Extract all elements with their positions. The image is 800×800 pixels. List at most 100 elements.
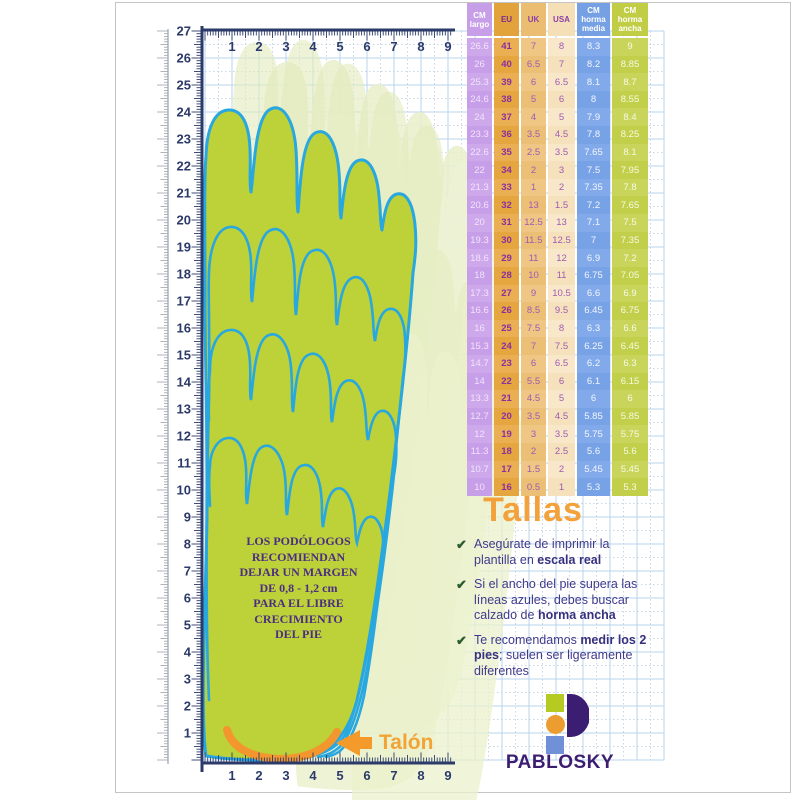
bottom-ruler-number: 6 [363,768,370,783]
top-ruler-number: 3 [282,39,289,54]
table-cell: 13 [521,196,546,215]
table-cell: 1 [548,478,575,496]
table-cell: 6.6 [577,284,610,303]
table-cell: 3.5 [548,425,575,444]
bottom-ruler-number: 7 [390,768,397,783]
table-cell: 9 [612,38,648,56]
table-header: UK [521,3,546,36]
table-cell: 6.2 [577,354,610,373]
table-cell: 6.9 [612,284,648,303]
vertical-ruler-number: 13 [177,402,191,417]
logo-blue-square [546,736,564,754]
table-cell: 12 [467,425,492,444]
table-cell: 6.1 [577,372,610,391]
table-cell: 5.3 [612,478,648,496]
table-cell: 26.6 [467,38,492,56]
table-header: CM horma ancha [612,3,648,36]
top-ruler-number: 2 [255,39,262,54]
table-cell: 18.6 [467,249,492,267]
table-cell: 10 [467,478,492,496]
vertical-ruler-number: 6 [184,591,191,606]
table-cell: 14.7 [467,354,492,373]
table-cell: 7.1 [577,214,610,232]
tallas-title: Tallas [483,491,583,529]
table-cell: 15.3 [467,337,492,355]
table-cell: 6.45 [612,337,648,355]
table-cell: 6.3 [577,319,610,338]
table-cell: 29 [494,249,519,267]
table-cell: 16.6 [467,302,492,320]
table-cell: 6.5 [521,55,546,74]
vertical-ruler-number: 8 [184,537,191,552]
size-table: CM largo 26.6 26 25.3 24.6 24 23.3 22.6 22 21.3 20… [467,3,648,496]
table-cell: 16 [467,319,492,338]
table-cell: 12.7 [467,407,492,426]
table-cell: 11 [521,249,546,267]
table-cell: 7.5 [612,214,648,232]
table-cell: 32 [494,196,519,215]
table-cell: 23 [494,354,519,373]
vertical-ruler-number: 23 [177,132,191,147]
vertical-ruler-number: 18 [177,267,191,282]
table-cell: 6 [612,390,648,408]
podologist-note-line: RECOMIENDAN [251,549,346,564]
table-cell: 18 [494,443,519,461]
table-cell: 20.6 [467,196,492,215]
checkmark-icon: ✔ [456,577,467,592]
bottom-ruler-number: 2 [255,768,262,783]
table-cell: 41 [494,38,519,56]
vertical-ruler-number: 25 [177,78,191,93]
table-cell: 7.5 [548,337,575,355]
table-cell: 10.7 [467,460,492,479]
table-cell: 3.5 [521,407,546,426]
table-cell: 8.85 [612,55,648,74]
vertical-ruler-number: 21 [177,186,191,201]
podologist-note: LOS PODÓLOGOS RECOMIENDAN DEJAR UN MARGEN D… [226,534,371,643]
table-cell: 8.7 [612,73,648,91]
table-cell: 6.6 [612,319,648,338]
table-cell: 7.8 [577,126,610,144]
vertical-ruler-number: 26 [177,51,191,66]
table-cell: 25 [494,319,519,338]
bottom-ruler-number: 8 [417,768,424,783]
podologist-note-line: LOS PODÓLOGOS [246,534,351,548]
table-cell: 22.6 [467,143,492,162]
logo-orange-circle [546,715,565,734]
vertical-ruler-number: 24 [177,105,192,120]
table-cell: 5.6 [577,443,610,461]
brand-name: PABLOSKY [505,752,615,773]
vertical-ruler: 1234567891011121314151617181920212223242… [177,24,204,772]
table-cell: 8.1 [577,73,610,91]
vertical-ruler-number: 1 [184,726,191,741]
table-cell: 6.75 [612,302,648,320]
vertical-ruler-number: 20 [177,213,191,228]
table-cell: 30 [494,231,519,250]
top-ruler-number: 5 [336,39,343,54]
table-cell: 5.75 [612,425,648,444]
table-cell: 1.5 [521,460,546,479]
checkmark-icon: ✔ [456,632,467,648]
table-cell: 8.2 [577,55,610,74]
vertical-ruler-number: 10 [177,483,191,498]
vertical-ruler-number: 27 [177,24,191,39]
table-cell: 21 [494,390,519,408]
table-cell: 12.5 [548,231,575,250]
table-cell: 12 [548,249,575,267]
table-cell: 7.65 [577,143,610,162]
table-cell: 1 [521,178,546,197]
table-cell: 0.5 [521,478,546,496]
table-cell: 5 [521,90,546,109]
table-cell: 18 [467,266,492,285]
bottom-ruler-number: 4 [309,768,317,783]
table-cell: 8 [548,319,575,338]
table-cell: 11 [548,266,575,285]
table-cell: 12.5 [521,214,546,232]
tallas-bullet-text: Asegúrate de imprimir la plantilla en es… [474,537,610,567]
podologist-note-line: PARA EL LIBRE [253,596,344,610]
vertical-ruler-number: 15 [177,348,191,363]
table-cell: 5.5 [521,372,546,391]
table-cell: 6 [548,372,575,391]
table-cell: 2 [548,460,575,479]
table-cell: 5.6 [612,443,648,461]
